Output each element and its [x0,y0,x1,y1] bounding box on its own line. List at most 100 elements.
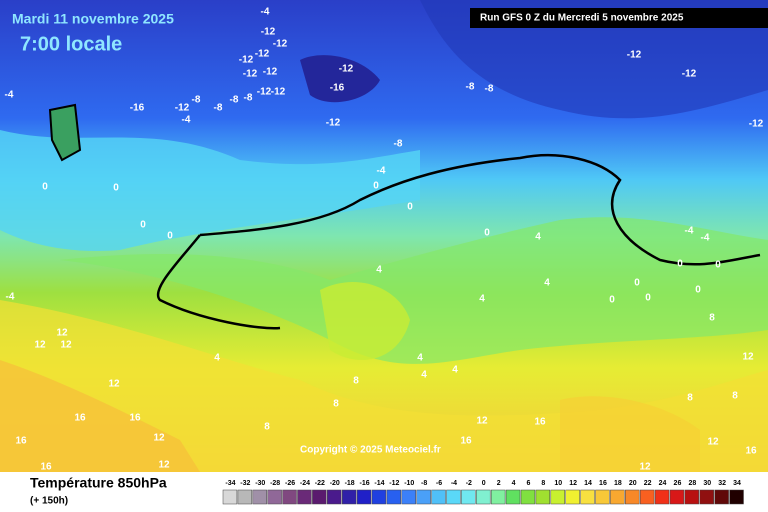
contour-label: -8 [394,139,403,150]
scale-label: -28 [270,480,280,487]
contour-labels: -4 -12 -12 -12 -12 -12 -12 -12 -12 -16 -12 -8 -8 -8 -8… [5,7,764,473]
scale-label: 12 [569,480,577,487]
scale-swatch [610,489,625,505]
contour-label: 12 [742,352,754,363]
contour-label: -12 [243,69,258,80]
contour-label: -12 [261,27,276,38]
scale-label: 8 [541,480,545,487]
contour-label: 4 [535,232,541,243]
scale-label: 0 [482,480,486,487]
contour-label: -8 [230,95,239,106]
contour-label: 0 [677,259,683,270]
scale-swatch [312,489,327,505]
footer-lead: (+ 150h) [30,496,68,507]
contour-label: -8 [466,82,475,93]
scale-swatch [416,489,431,505]
contour-label: -12 [257,87,272,98]
contour-label: 0 [140,220,146,231]
scale-swatch [476,489,491,505]
scale-swatch [565,489,580,505]
scale-label: -12 [389,480,399,487]
scale-label: 20 [629,480,637,487]
scale-label: -30 [255,480,265,487]
scale-label: -22 [315,480,325,487]
scale-label: -20 [330,480,340,487]
scale-label: -34 [225,480,235,487]
contour-label: 16 [40,462,52,473]
contour-label: 16 [129,413,141,424]
contour-label: 0 [634,278,640,289]
scale-swatch [356,489,372,505]
scale-label: -18 [345,480,355,487]
scale-label: -32 [240,480,250,487]
contour-label: 8 [687,393,693,404]
time-label: 7:00 locale [20,33,122,55]
map-field [0,0,768,472]
scale-label: 30 [703,480,711,487]
contour-label: 12 [639,462,651,473]
scale-label: 22 [644,480,652,487]
contour-label: 8 [264,422,270,433]
contour-label: 0 [484,228,490,239]
scale-label: -26 [285,480,295,487]
scale-label: 34 [733,480,741,487]
contour-label: 4 [417,353,423,364]
scale-swatch [446,489,461,505]
contour-label: 16 [534,417,546,428]
contour-label: -12 [263,67,278,78]
scale-swatch [684,489,700,505]
contour-label: 12 [108,379,120,390]
contour-label: -16 [330,83,345,94]
contour-label: 12 [60,340,72,351]
contour-label: -8 [192,95,201,106]
contour-label: -4 [5,90,14,101]
contour-label: 16 [74,413,86,424]
scale-swatch [237,489,253,505]
scale-label: 14 [584,480,592,487]
date-label: Mardi 11 novembre 2025 [12,11,174,27]
contour-label: 12 [153,433,165,444]
contour-label: -8 [244,93,253,104]
contour-label: -12 [255,49,270,60]
scale-swatch [520,489,536,505]
scale-swatch [386,489,402,505]
contour-label: -8 [214,103,223,114]
contour-label: 12 [158,460,170,471]
scale-label: 32 [718,480,726,487]
run-label: Run GFS 0 Z du Mercredi 5 novembre 2025 [480,13,684,24]
scale-label: -8 [421,480,427,487]
copyright: Copyright © 2025 Meteociel.fr [300,445,441,456]
scale-label: 6 [526,480,530,487]
scale-label: -4 [451,480,457,487]
scale-swatch [401,489,416,505]
scale-label: -24 [300,480,310,487]
scale-swatch [654,489,670,505]
scale-label: 10 [554,480,562,487]
contour-label: 4 [421,370,427,381]
contour-label: 0 [645,293,651,304]
contour-label: 0 [113,183,119,194]
contour-label: 16 [745,446,757,457]
contour-label: 0 [42,182,48,193]
contour-label: 0 [407,202,413,213]
scale-label: 18 [614,480,622,487]
scale-label: -14 [374,480,384,487]
contour-label: 0 [695,285,701,296]
contour-label: 0 [715,260,721,271]
contour-label: 4 [214,353,220,364]
scale-swatch [341,489,357,505]
contour-label: 8 [732,391,738,402]
scale-swatch [729,489,744,505]
contour-label: -4 [685,226,694,237]
scale-swatch [699,489,714,505]
contour-label: -12 [749,119,764,130]
scale-label: -10 [404,480,414,487]
scale-swatch [222,489,238,505]
contour-label: -12 [682,69,697,80]
contour-label: -12 [627,50,642,61]
scale-swatch [461,489,476,505]
scale-swatch [371,489,387,505]
contour-label: -4 [261,7,270,18]
contour-label: -12 [339,64,354,75]
contour-label: -4 [701,233,710,244]
